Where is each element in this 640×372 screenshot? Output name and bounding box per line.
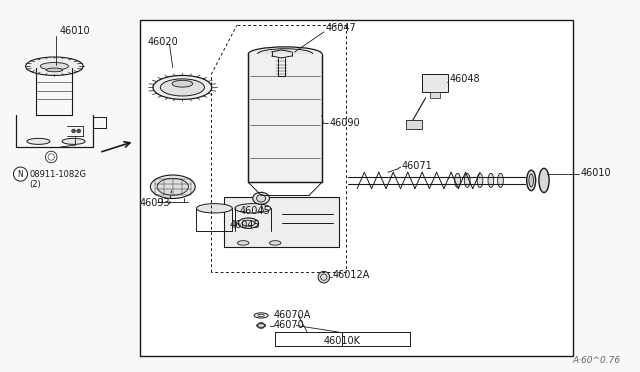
Ellipse shape [257, 324, 266, 327]
Ellipse shape [235, 203, 271, 213]
Ellipse shape [253, 192, 269, 204]
Ellipse shape [465, 173, 470, 187]
Ellipse shape [498, 173, 504, 187]
Ellipse shape [488, 173, 494, 187]
Ellipse shape [539, 168, 549, 193]
Ellipse shape [257, 195, 266, 202]
Ellipse shape [254, 313, 268, 318]
Ellipse shape [238, 218, 259, 228]
Ellipse shape [454, 173, 461, 187]
Bar [248, 54, 322, 182]
Ellipse shape [153, 76, 212, 99]
Ellipse shape [46, 68, 63, 72]
Bar [430, 92, 440, 98]
Text: 46045: 46045 [240, 206, 271, 216]
Ellipse shape [196, 203, 232, 213]
Text: 46047: 46047 [325, 23, 356, 33]
Circle shape [13, 167, 28, 181]
Text: 46093: 46093 [140, 198, 170, 208]
Circle shape [72, 129, 76, 133]
Circle shape [318, 272, 330, 283]
Text: 46045: 46045 [229, 220, 260, 230]
Text: 46048: 46048 [450, 74, 481, 84]
Ellipse shape [40, 62, 68, 70]
Ellipse shape [62, 138, 85, 144]
Ellipse shape [257, 49, 313, 59]
Text: 46020: 46020 [147, 37, 178, 46]
Ellipse shape [527, 170, 536, 190]
Ellipse shape [26, 57, 83, 76]
Ellipse shape [477, 173, 483, 187]
Text: 46090: 46090 [330, 118, 360, 128]
Ellipse shape [237, 241, 249, 245]
Ellipse shape [529, 174, 534, 187]
Bar [224, 197, 339, 247]
Bar [406, 120, 422, 129]
Text: 46012A: 46012A [333, 270, 370, 280]
Text: 46070A: 46070A [274, 311, 311, 320]
Text: 46071: 46071 [402, 161, 433, 170]
Ellipse shape [248, 47, 322, 61]
Text: (2): (2) [29, 180, 41, 189]
Text: 46010: 46010 [580, 168, 611, 178]
Text: 46010K: 46010K [323, 337, 360, 346]
Ellipse shape [157, 178, 189, 195]
Circle shape [77, 129, 81, 133]
Text: 46010: 46010 [60, 26, 90, 36]
Text: 46070: 46070 [274, 321, 305, 330]
Ellipse shape [269, 241, 281, 245]
Ellipse shape [150, 175, 195, 199]
Ellipse shape [242, 220, 255, 226]
Ellipse shape [160, 79, 205, 96]
Text: 08911-1082G: 08911-1082G [29, 170, 86, 179]
Bar [140, 20, 573, 356]
Ellipse shape [27, 138, 50, 144]
Circle shape [45, 151, 57, 163]
Text: N: N [18, 170, 23, 179]
Bar [422, 74, 448, 92]
Text: A·60^0.76: A·60^0.76 [573, 356, 621, 365]
Ellipse shape [172, 80, 193, 87]
